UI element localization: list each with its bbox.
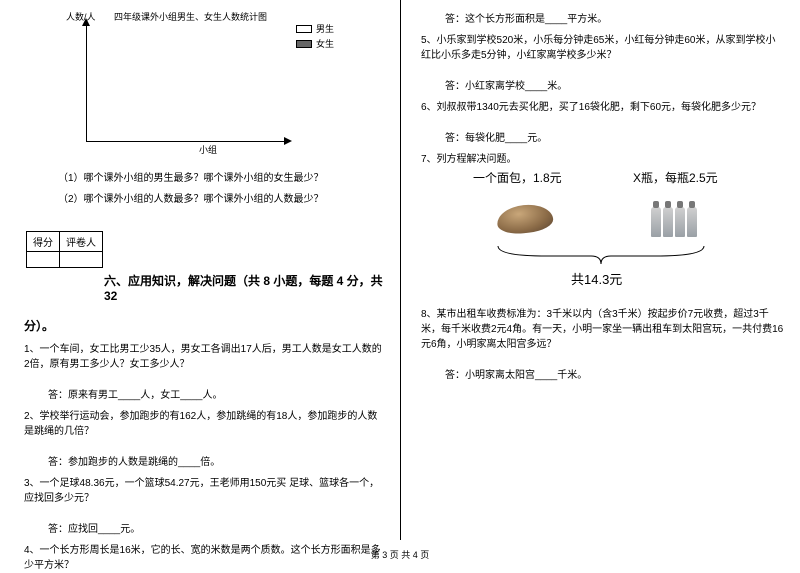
- total-label: 共14.3元: [571, 269, 622, 288]
- right-column: 答：这个长方形面积是____平方米。 5、小乐家到学校520米，小乐每分钟走65…: [400, 0, 800, 540]
- answer-6: 答：每袋化肥____元。: [445, 129, 784, 144]
- score-cell-empty: [27, 252, 60, 268]
- bottle-label: X瓶，每瓶2.5元: [633, 169, 718, 186]
- answer-8: 答：小明家离太阳宫____千米。: [445, 366, 784, 381]
- grader-cell-label: 评卷人: [60, 232, 103, 252]
- chart-q1: （1）哪个课外小组的男生最多？哪个课外小组的女生最少？: [58, 169, 384, 184]
- chart-x-label: 小组: [199, 143, 217, 156]
- bottles-icon: [651, 197, 695, 237]
- y-axis-arrow: [82, 18, 90, 26]
- score-cell-label: 得分: [27, 232, 60, 252]
- score-table: 得分 评卷人: [26, 231, 103, 268]
- problem-7: 7、列方程解决问题。: [421, 152, 784, 167]
- legend-girl: 女生: [296, 37, 334, 50]
- problem-5: 5、小乐家到学校520米，小乐每分钟走65米，小红每分钟走60米，从家到学校小红…: [421, 33, 784, 63]
- problem-8: 8、某市出租车收费标准为：3千米以内（含3千米）按起步价7元收费，超过3千米，每…: [421, 307, 784, 352]
- chart-q2: （2）哪个课外小组的人数最多？哪个课外小组的人数最少？: [58, 190, 384, 205]
- bottle-1: [651, 207, 661, 237]
- bottle-3: [675, 207, 685, 237]
- swatch-girl: [296, 40, 312, 48]
- answer-2: 答：参加跑步的人数是跳绳的____倍。: [48, 453, 384, 468]
- chart-title: 四年级课外小组男生、女生人数统计图: [114, 10, 267, 23]
- problem-1: 1、一个车间，女工比男工少35人，男女工各调出17人后，男工人数是女工人数的2倍…: [24, 342, 384, 372]
- y-axis: [86, 22, 87, 142]
- bottle-2: [663, 207, 673, 237]
- bread-label: 一个面包，1.8元: [473, 169, 562, 186]
- bread-icon: [496, 202, 555, 236]
- answer-1: 答：原来有男工____人，女工____人。: [48, 386, 384, 401]
- x-axis: [86, 141, 286, 142]
- section-6-heading: 六、应用知识，解决问题（共 8 小题，每题 4 分，共 32: [104, 272, 384, 303]
- equation-diagram: 一个面包，1.8元 X瓶，每瓶2.5元 共14.3元: [421, 169, 784, 299]
- chart-legend: 男生 女生: [296, 22, 334, 52]
- left-column: 人数/人 四年级课外小组男生、女生人数统计图 小组 男生 女生 （1）哪个课外小…: [0, 0, 400, 540]
- section-6-heading-tail: 分）。: [24, 317, 384, 334]
- page-footer: 第 3 页 共 4 页: [0, 548, 800, 561]
- brace-icon: [496, 244, 706, 264]
- legend-boy: 男生: [296, 22, 334, 35]
- chart-placeholder: 人数/人 四年级课外小组男生、女生人数统计图 小组 男生 女生: [24, 8, 384, 163]
- answer-5: 答：小红家离学校____米。: [445, 77, 784, 92]
- bottle-4: [687, 207, 697, 237]
- answer-4: 答：这个长方形面积是____平方米。: [445, 10, 784, 25]
- grader-cell-empty: [60, 252, 103, 268]
- x-axis-arrow: [284, 137, 292, 145]
- answer-3: 答：应找回____元。: [48, 520, 384, 535]
- problem-2: 2、学校举行运动会，参加跑步的有162人，参加跳绳的有18人，参加跑步的人数是跳…: [24, 409, 384, 439]
- legend-girl-label: 女生: [316, 37, 334, 50]
- chart-y-label: 人数/人: [66, 10, 96, 23]
- problem-6: 6、刘叔叔带1340元去买化肥，买了16袋化肥，剩下60元，每袋化肥多少元？: [421, 100, 784, 115]
- legend-boy-label: 男生: [316, 22, 334, 35]
- problem-3: 3、一个足球48.36元，一个篮球54.27元，王老师用150元买 足球、篮球各…: [24, 476, 384, 506]
- swatch-boy: [296, 25, 312, 33]
